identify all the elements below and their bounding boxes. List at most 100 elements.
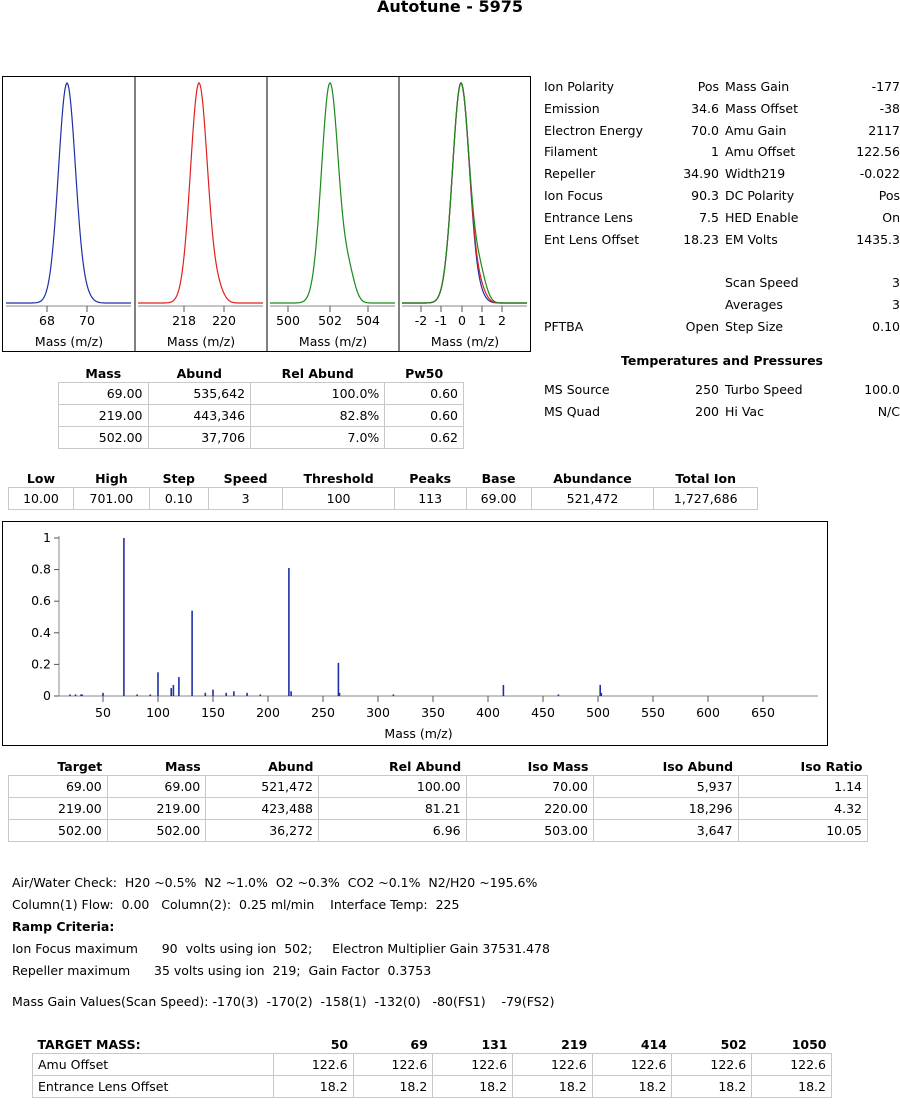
table-cell: 122.6 xyxy=(432,1053,514,1076)
table-cell: 4.32 xyxy=(737,797,869,820)
table-cell: 6.96 xyxy=(317,819,467,842)
scan-param-row: Averages 3 xyxy=(725,294,900,316)
table-cell: 219.00 xyxy=(106,797,207,820)
param-label: Ion Focus xyxy=(544,187,603,203)
x-tick-label: 500 xyxy=(586,705,610,720)
table-cell: 502.00 xyxy=(58,426,149,449)
table-cell: 100.00 xyxy=(317,775,467,798)
table-cell: 36,272 xyxy=(205,819,319,842)
table-cell: 502.00 xyxy=(106,819,207,842)
peak-panels-svg: 68 70 Mass (m/z) 218 220 Mass (m/z) 500 502 504 M… xyxy=(6,77,527,351)
temp-value: 200 xyxy=(695,403,719,419)
table-cell: 219.00 xyxy=(8,797,108,820)
param-row: Mass Gain -177 xyxy=(725,76,900,98)
table-cell: 37,706 xyxy=(147,426,252,449)
table-row: 69.00 69.00 521,472 100.00 70.00 5,937 1.14 xyxy=(8,775,869,798)
param-value: 70.0 xyxy=(691,122,719,138)
x-tick-label: 250 xyxy=(311,705,335,720)
table-cell: 82.8% xyxy=(250,404,386,427)
param-row: Repeller 34.90 xyxy=(544,163,719,185)
x-tick-label: 300 xyxy=(366,705,390,720)
param-value: -0.022 xyxy=(859,166,900,182)
params-left: Ion Polarity Pos Emission 34.6 Electron Ener… xyxy=(544,76,719,250)
params-right: Mass Gain -177 Mass Offset -38 Amu Gain 2117 A… xyxy=(725,76,900,250)
table-cell: 122.6 xyxy=(591,1053,673,1076)
peak-curve xyxy=(402,81,527,304)
table-cell: 18.2 xyxy=(272,1075,354,1098)
table-row: 219.00 219.00 423,488 81.21 220.00 18,296 4.32 xyxy=(8,797,869,820)
param-label: Entrance Lens xyxy=(544,209,633,225)
param-value: -38 xyxy=(879,100,900,116)
column-header: Abund xyxy=(176,365,222,381)
scan-param-label: Scan Speed xyxy=(725,275,799,290)
table-cell: 70.00 xyxy=(465,775,594,798)
table-cell: 521,472 xyxy=(530,487,655,510)
x-axis-label: Mass (m/z) xyxy=(384,726,452,741)
param-row: Ion Focus 90.3 xyxy=(544,185,719,207)
spectrum-chart: 0 0.2 0.4 0.6 0.8 1 50 100 150 200 250 300 350 400 450… xyxy=(2,521,828,746)
x-tick-label: 650 xyxy=(751,705,775,720)
table-cell: 220.00 xyxy=(465,797,594,820)
table-cell: 502.00 xyxy=(8,819,108,842)
column-header: Rel Abund xyxy=(389,758,462,774)
target-table: Target Mass Abund Rel Abund Iso Mass Iso Abun… xyxy=(8,757,869,842)
table-cell: 521,472 xyxy=(205,775,319,798)
peak-table: Mass Abund Rel Abund Pw50 69.00 535,642 100.0… xyxy=(58,364,464,449)
column-header: Speed xyxy=(223,470,268,486)
column-header: Iso Ratio xyxy=(800,758,863,774)
x-tick-label: 50 xyxy=(95,705,111,720)
column-header: Target xyxy=(57,758,103,774)
peak-curve xyxy=(270,81,395,304)
scan-table: Low High Step Speed Threshold Peaks Base Abunda… xyxy=(8,469,758,510)
param-row: Amu Offset 122.56 xyxy=(725,141,900,163)
panel-tick-label: 70 xyxy=(79,313,95,328)
scan-param-value: 0.10 xyxy=(872,318,900,334)
temp-value: 250 xyxy=(695,382,719,397)
param-value: 122.56 xyxy=(856,144,900,160)
temp-label: Turbo Speed xyxy=(725,382,803,397)
table-cell: 3 xyxy=(207,487,284,510)
table-cell: 122.6 xyxy=(272,1053,354,1076)
scan-params: Scan Speed 3 Averages 3 Step Size 0.10 xyxy=(725,272,900,337)
param-label: Mass Offset xyxy=(725,100,798,116)
y-tick-label: 0.2 xyxy=(31,656,51,671)
column-header: Rel Abund xyxy=(281,365,354,381)
panel-tick-label: 218 xyxy=(172,313,196,328)
table-cell: 81.21 xyxy=(317,797,467,820)
table-cell: 69.00 xyxy=(465,487,532,510)
temp-value: 100.0 xyxy=(864,382,900,397)
column-header: Low xyxy=(26,470,56,486)
param-label: Mass Gain xyxy=(725,79,790,94)
table-cell: 18.2 xyxy=(432,1075,514,1098)
column-header: 131 xyxy=(481,1036,508,1052)
column-header: Abund xyxy=(268,758,314,774)
column-header: Mass xyxy=(85,365,122,381)
param-label: HED Enable xyxy=(725,209,799,225)
table-row: Amu Offset 122.6 122.6 122.6 122.6 122.6 122.6… xyxy=(32,1053,832,1076)
panel-tick-label: -2 xyxy=(415,313,427,328)
table-row: 502.00 37,706 7.0% 0.62 xyxy=(58,426,464,449)
param-row: EM Volts 1435.3 xyxy=(725,229,900,251)
y-tick-label: 0 xyxy=(43,688,51,703)
param-value: -177 xyxy=(871,79,900,94)
param-label: EM Volts xyxy=(725,231,778,247)
table-cell: 10.05 xyxy=(737,819,869,842)
param-label: Ent Lens Offset xyxy=(544,231,640,247)
panel-tick-label: 68 xyxy=(39,313,55,328)
param-value: 7.5 xyxy=(699,209,719,225)
param-label: Ion Polarity xyxy=(544,79,615,94)
param-row: Amu Gain 2117 xyxy=(725,120,900,142)
x-tick-label: 550 xyxy=(641,705,665,720)
panel-tick-label: 500 xyxy=(276,313,300,328)
param-label: Repeller xyxy=(544,166,596,182)
column-header: Pw50 xyxy=(405,365,444,381)
temp-row: MS Source 250 Turbo Speed 100.0 xyxy=(544,379,900,401)
table-row: 502.00 502.00 36,272 6.96 503.00 3,647 10.05 xyxy=(8,819,869,842)
param-value: 2117 xyxy=(868,122,900,138)
ramp-ion-focus: Ion Focus maximum 90 volts using ion 502… xyxy=(12,941,550,956)
table-cell: 7.0% xyxy=(250,426,386,449)
table-cell: Amu Offset xyxy=(32,1053,274,1076)
column-header: 69 xyxy=(410,1036,428,1052)
x-tick-label: 600 xyxy=(696,705,720,720)
